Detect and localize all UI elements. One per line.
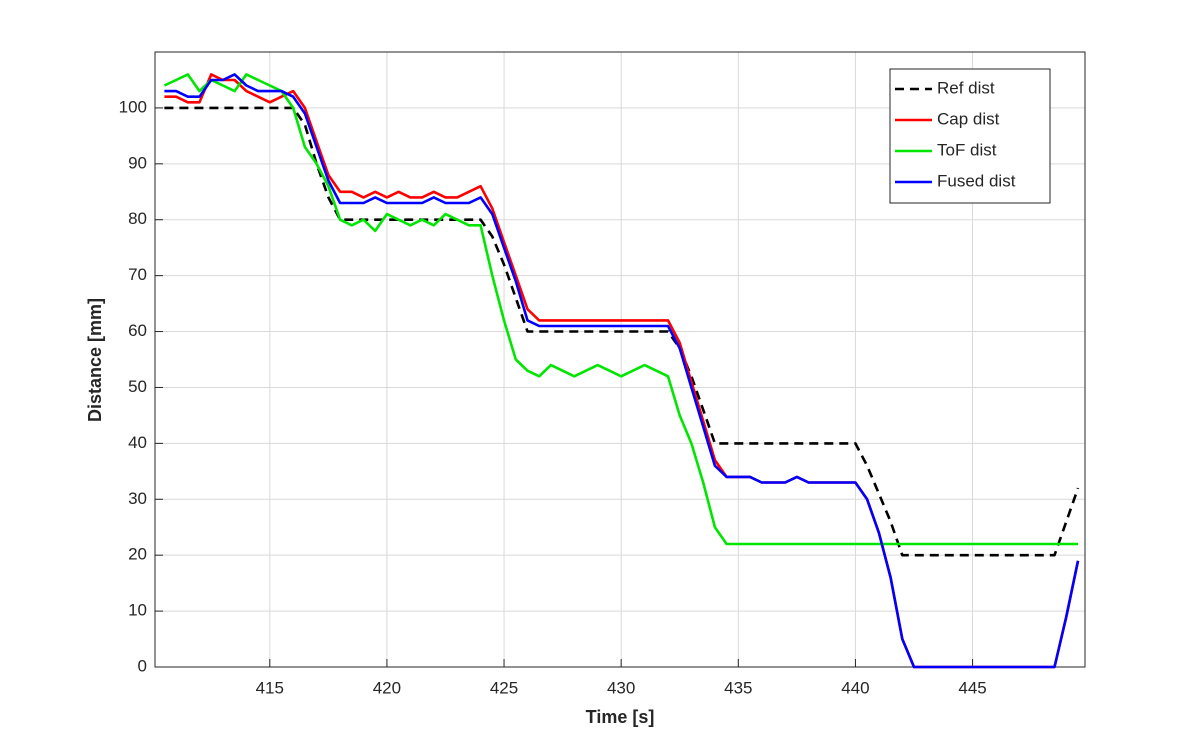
legend-label: Fused dist [937, 171, 1016, 190]
data-line [164, 73, 1080, 669]
y-tick-label: 50 [128, 377, 147, 396]
legend-label: Ref dist [937, 78, 995, 97]
y-tick-label: 10 [128, 601, 147, 620]
x-tick-label: 440 [841, 678, 869, 697]
y-tick-label: 100 [119, 97, 147, 116]
x-tick-label: 420 [373, 678, 401, 697]
y-tick-label: 70 [128, 265, 147, 284]
y-tick-label: 0 [138, 656, 147, 675]
y-tick-label: 60 [128, 321, 147, 340]
legend-label: Cap dist [937, 109, 1000, 128]
axes-box [154, 51, 1086, 668]
legend-label: ToF dist [937, 140, 997, 159]
y-tick-label: 40 [128, 433, 147, 452]
data-line [164, 106, 1080, 557]
data-line [163, 73, 1078, 546]
x-tick-label: 435 [724, 678, 752, 697]
y-tick-label: 30 [128, 489, 147, 508]
y-axis-title: Distance [mm] [85, 298, 105, 422]
x-tick-label: 415 [256, 678, 284, 697]
y-tick-label: 80 [128, 209, 147, 228]
legend-box [889, 68, 1051, 204]
x-axis-title: Time [s] [586, 707, 655, 727]
x-tick-label: 430 [607, 678, 635, 697]
x-tick-label: 425 [490, 678, 518, 697]
y-tick-label: 90 [128, 153, 147, 172]
y-tick-label: 20 [128, 545, 147, 564]
x-tick-label: 445 [958, 678, 986, 697]
